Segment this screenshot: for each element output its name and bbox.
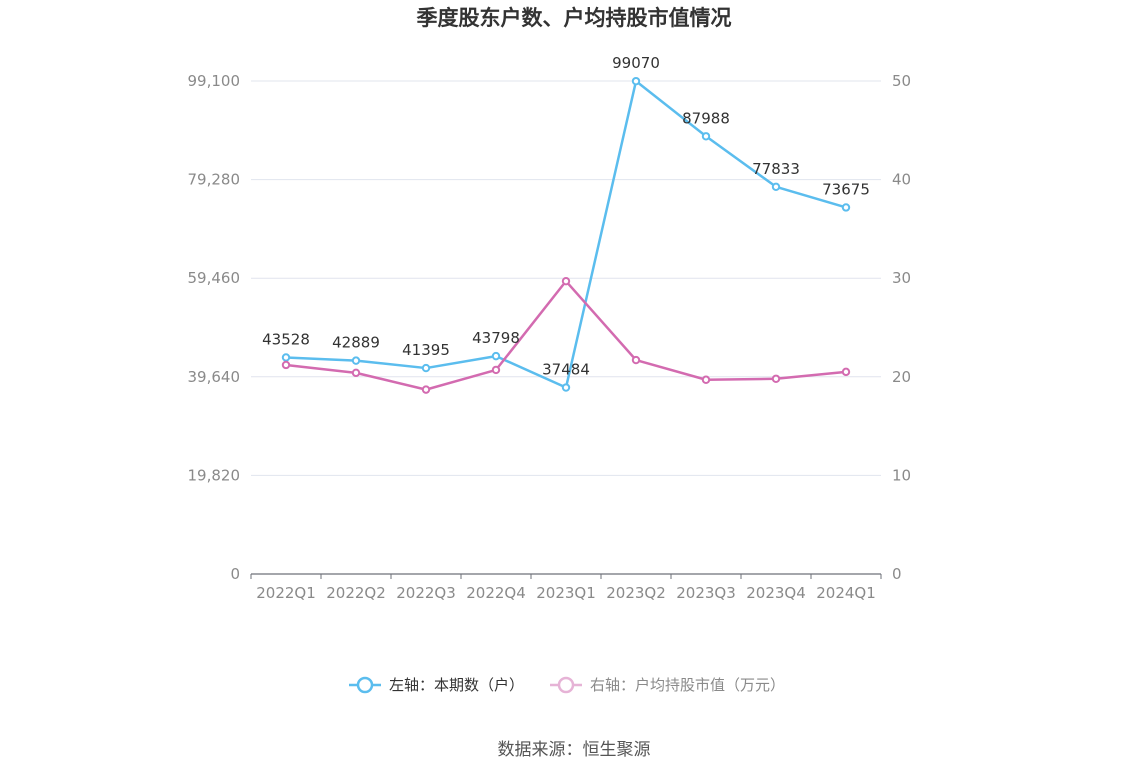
left-tick-label: 79,280 xyxy=(188,171,241,189)
data-label: 37484 xyxy=(542,361,590,379)
data-labels: 43528 42889 41395 43798 37484 99070 87988 77833… xyxy=(262,54,870,378)
right-tick-label: 30 xyxy=(892,269,911,287)
series-1-point xyxy=(631,76,641,86)
x-tick-label: 2022Q4 xyxy=(466,584,526,602)
series-1-point xyxy=(491,351,501,361)
series-1-point xyxy=(561,383,571,392)
series-2-point xyxy=(631,355,641,365)
series-2-point xyxy=(281,360,291,370)
data-label: 41395 xyxy=(402,341,450,359)
data-label: 99070 xyxy=(612,54,660,72)
left-axis: 0 19,820 39,640 59,460 79,280 99,100 xyxy=(188,72,241,583)
x-tick-label: 2023Q4 xyxy=(746,584,806,602)
series-2-point xyxy=(421,385,431,394)
left-tick-label: 39,640 xyxy=(188,368,241,386)
data-label: 73675 xyxy=(822,180,870,198)
data-label: 42889 xyxy=(332,334,380,352)
right-axis: 0 10 20 30 40 50 xyxy=(892,72,911,583)
right-tick-label: 20 xyxy=(892,368,911,386)
series-2-point xyxy=(491,365,501,375)
series-1-point xyxy=(771,182,781,191)
legend-marker-1 xyxy=(356,676,374,694)
left-tick-label: 19,820 xyxy=(188,466,241,484)
series-1-point xyxy=(351,356,361,365)
legend-label-1: 左轴：本期数（户） xyxy=(389,676,524,694)
x-tick-label: 2024Q1 xyxy=(816,584,876,602)
series-1-point xyxy=(281,353,291,362)
chart-title: 季度股东户数、户均持股市值情况 xyxy=(417,6,732,30)
series-2-point xyxy=(701,375,711,384)
right-tick-label: 0 xyxy=(892,565,902,583)
left-tick-label: 59,460 xyxy=(188,269,241,287)
x-tick-label: 2022Q3 xyxy=(396,584,456,602)
series-layer xyxy=(281,76,851,394)
series-1-point xyxy=(841,203,851,212)
right-tick-label: 40 xyxy=(892,171,911,189)
legend: 左轴：本期数（户） 右轴：户均持股市值（万元） xyxy=(349,676,785,694)
x-axis: 2022Q1 2022Q2 2022Q3 2022Q4 2023Q1 2023Q2 2023… xyxy=(250,573,882,602)
series-2-point xyxy=(771,374,781,383)
data-source: 数据来源：恒生聚源 xyxy=(498,740,651,760)
series-1-point xyxy=(701,132,711,141)
data-label: 43798 xyxy=(472,329,520,347)
x-tick-label: 2023Q3 xyxy=(676,584,736,602)
series-1-point xyxy=(421,363,431,373)
x-tick-label: 2023Q1 xyxy=(536,584,596,602)
x-tick-label: 2022Q2 xyxy=(326,584,386,602)
series-2-point xyxy=(351,368,361,378)
data-label: 43528 xyxy=(262,330,310,348)
legend-label-2: 右轴：户均持股市值（万元） xyxy=(590,676,785,694)
x-tick-label: 2023Q2 xyxy=(606,584,666,602)
series-2-point xyxy=(841,367,851,377)
series-2-point xyxy=(561,276,571,286)
right-tick-label: 10 xyxy=(892,466,911,484)
left-tick-label: 99,100 xyxy=(188,72,241,90)
legend-marker-2 xyxy=(557,676,575,694)
data-label: 77833 xyxy=(752,160,800,178)
x-tick-label: 2022Q1 xyxy=(256,584,316,602)
left-tick-label: 0 xyxy=(230,565,240,583)
data-label: 87988 xyxy=(682,109,730,127)
right-tick-label: 50 xyxy=(892,72,911,90)
